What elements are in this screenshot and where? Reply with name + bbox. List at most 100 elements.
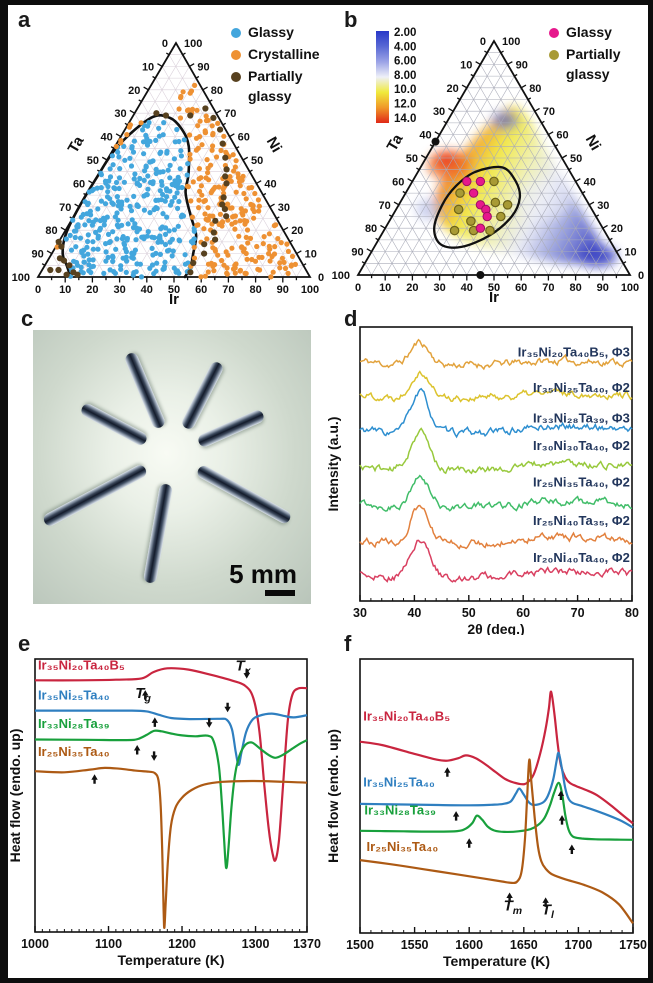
- svg-text:8.00: 8.00: [394, 70, 416, 82]
- xrd-curve-0: Ir₃₅Ni₂₀Ta₄₀B₅, Φ3: [359, 338, 633, 371]
- svg-text:0: 0: [162, 38, 168, 50]
- xrd-plot: 30 40 50 60 70 80 2θ (deg.) Intensity (a.u.) Ir₃…: [326, 326, 639, 635]
- colorbar: 2.00 4.00 6.00 8.00 10.0 12.0 14.0: [376, 27, 416, 125]
- metal-rod-1: [179, 360, 225, 432]
- svg-text:100: 100: [502, 36, 520, 48]
- svg-text:Intensity (a.u.): Intensity (a.u.): [326, 417, 341, 512]
- legend: Glassy Partially glassy: [549, 24, 621, 82]
- svg-text:80: 80: [365, 223, 377, 235]
- svg-text:70: 70: [222, 284, 234, 296]
- svg-text:Ir₃₅Ni₂₀Ta₄₀B₅: Ir₃₅Ni₂₀Ta₄₀B₅: [38, 657, 125, 672]
- svg-text:Ta: Ta: [65, 133, 88, 156]
- svg-text:20: 20: [128, 85, 140, 97]
- svg-text:50: 50: [168, 284, 180, 296]
- svg-text:80: 80: [45, 225, 57, 237]
- svg-text:80: 80: [569, 282, 581, 294]
- svg-text:20: 20: [291, 225, 303, 237]
- svg-text:Tx: Tx: [236, 657, 252, 677]
- metal-rod-3: [195, 463, 293, 526]
- svg-text:40: 40: [419, 130, 431, 142]
- svg-text:0: 0: [480, 36, 486, 48]
- metal-rod-2: [196, 408, 266, 449]
- svg-text:Ir₂₅Ni₄₀Ta₃₅, Φ2: Ir₂₅Ni₄₀Ta₃₅, Φ2: [533, 513, 630, 528]
- svg-text:30: 30: [114, 108, 126, 120]
- svg-text:Heat flow (endo. up): Heat flow (endo. up): [326, 729, 341, 863]
- svg-text:90: 90: [516, 59, 528, 71]
- svg-text:50: 50: [251, 155, 263, 167]
- svg-text:10: 10: [305, 249, 317, 261]
- transition-markers: [91, 669, 250, 784]
- svg-text:90: 90: [597, 282, 609, 294]
- svg-text:20: 20: [86, 284, 98, 296]
- svg-text:40: 40: [584, 176, 596, 188]
- annotations: Tm Tl: [504, 898, 555, 921]
- metal-rod-4: [143, 483, 174, 585]
- svg-text:12.0: 12.0: [394, 99, 416, 111]
- metal-rod-0: [123, 351, 167, 430]
- svg-text:80: 80: [625, 606, 639, 620]
- svg-text:1600: 1600: [455, 938, 483, 952]
- svg-text:70: 70: [543, 106, 555, 118]
- svg-text:80: 80: [249, 284, 261, 296]
- svg-text:0: 0: [355, 282, 361, 294]
- scatter-glassy: [462, 176, 492, 233]
- svg-text:Ir: Ir: [169, 291, 179, 305]
- svg-text:30: 30: [113, 284, 125, 296]
- svg-text:60: 60: [515, 282, 527, 294]
- svg-text:Ir₃₀Ni₃₀Ta₄₀, Φ2: Ir₃₀Ni₃₀Ta₄₀, Φ2: [533, 438, 630, 453]
- svg-text:60: 60: [392, 176, 404, 188]
- xrd-curve-5: Ir₂₅Ni₄₀Ta₃₅, Φ2: [359, 504, 633, 550]
- svg-text:1650: 1650: [510, 938, 538, 952]
- svg-text:100: 100: [184, 38, 202, 50]
- dsc-curve-0: Ir₃₅Ni₂₀Ta₄₀B₅: [34, 657, 308, 862]
- svg-text:60: 60: [195, 284, 207, 296]
- tick-labels: 30 40 50 60 70 80: [353, 606, 639, 620]
- xrd-curve-6: Ir₂₀Ni₄₀Ta₄₀, Φ2: [359, 539, 633, 583]
- axis-titles: Temperature (K) Heat flow (endo. up): [326, 729, 550, 969]
- svg-text:1750: 1750: [619, 938, 647, 952]
- dsc-curve-2: Ir₃₃Ni₂₈Ta₃₉: [359, 781, 634, 841]
- svg-text:60: 60: [73, 178, 85, 190]
- svg-text:Ir₃₃Ni₂₈Ta₃₉, Φ3: Ir₃₃Ni₂₈Ta₃₉, Φ3: [533, 411, 630, 426]
- svg-text:0: 0: [638, 270, 644, 282]
- svg-text:70: 70: [542, 282, 554, 294]
- svg-text:1100: 1100: [95, 937, 122, 951]
- xrd-curve-2: Ir₃₃Ni₂₈Ta₃₉, Φ3: [359, 387, 633, 439]
- svg-text:100: 100: [332, 270, 350, 282]
- dsc-curve-1: Ir₃₅Ni₂₅Ta₄₀: [35, 687, 308, 766]
- svg-text:70: 70: [571, 606, 585, 620]
- scatter-partially-glassy: [449, 176, 513, 236]
- svg-text:1700: 1700: [564, 938, 592, 952]
- svg-text:10.0: 10.0: [394, 84, 416, 96]
- svg-text:40: 40: [264, 178, 276, 190]
- svg-text:70: 70: [59, 202, 71, 214]
- svg-text:40: 40: [101, 132, 113, 144]
- svg-text:Temperature (K): Temperature (K): [443, 953, 550, 969]
- svg-text:20: 20: [447, 83, 459, 95]
- svg-text:30: 30: [597, 200, 609, 212]
- svg-text:50: 50: [87, 155, 99, 167]
- svg-text:80: 80: [211, 85, 223, 97]
- svg-text:14.0: 14.0: [394, 113, 416, 125]
- svg-text:Partially: Partially: [566, 46, 621, 62]
- svg-text:100: 100: [621, 282, 639, 294]
- plot-frame: [359, 658, 634, 934]
- scale-bar-line: [265, 590, 295, 596]
- svg-text:70: 70: [379, 200, 391, 212]
- svg-text:100: 100: [12, 272, 30, 284]
- svg-text:30: 30: [433, 106, 445, 118]
- legend: Glassy Crystalline Partially glassy: [231, 24, 320, 104]
- svg-text:Glassy: Glassy: [248, 24, 294, 40]
- svg-text:50: 50: [488, 282, 500, 294]
- svg-text:Partially: Partially: [248, 68, 303, 84]
- composition-contour: [433, 165, 522, 249]
- axis-marker-dots: [431, 137, 485, 279]
- rod-photo: 5 mm: [33, 330, 311, 604]
- dsc-curve-3: Ir₂₅Ni₃₅Ta₄₀: [359, 758, 634, 925]
- transition-markers: [444, 767, 576, 907]
- svg-text:2θ (deg.): 2θ (deg.): [467, 621, 524, 635]
